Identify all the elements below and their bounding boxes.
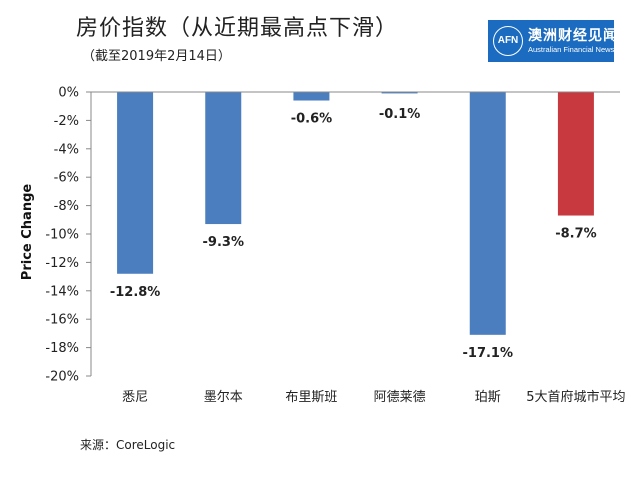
- bars: [117, 92, 594, 335]
- logo-name-cn: 澳洲财经见闻: [528, 28, 618, 44]
- y-tick-label: -10%: [45, 228, 79, 243]
- afn-logo: AFN 澳洲财经见闻 Australian Financial News: [488, 20, 617, 62]
- y-tick-label: -6%: [54, 171, 79, 186]
- x-category-label: 阿德莱德: [374, 390, 426, 405]
- bar: [205, 92, 242, 225]
- data-label: -0.1%: [379, 107, 420, 122]
- y-tick-label: -8%: [54, 199, 79, 214]
- logo-name-en: Australian Financial News: [528, 45, 615, 54]
- bar: [293, 92, 330, 101]
- x-category-label: 布里斯班: [285, 390, 337, 405]
- bar: [381, 92, 418, 94]
- y-tick-label: -16%: [45, 313, 79, 328]
- afn-logo-icon: AFN: [493, 26, 523, 56]
- data-labels: -12.8% -9.3% -0.6% -0.1% -17.1% -8.7%: [110, 107, 597, 361]
- x-category-label: 珀斯: [475, 390, 501, 405]
- y-axis-label: Price Change: [20, 184, 35, 281]
- x-category-label: 5大首府城市平均: [526, 389, 625, 405]
- data-label: -0.6%: [291, 112, 332, 127]
- y-tick-label: -18%: [45, 341, 79, 356]
- y-tick-label: -14%: [45, 284, 79, 299]
- bar: [557, 92, 594, 216]
- chart-title: 房价指数（从近期最高点下滑）: [76, 16, 399, 41]
- x-category-label: 墨尔本: [204, 390, 243, 405]
- source-note: 来源：CoreLogic: [80, 438, 176, 452]
- y-tick-label: -4%: [54, 142, 79, 157]
- bar: [469, 92, 506, 335]
- chart-subtitle: （截至2019年2月14日）: [82, 49, 231, 64]
- y-tick-label: -12%: [45, 256, 79, 271]
- y-tick-label: -20%: [45, 370, 79, 385]
- y-axis-ticks: 0% -2% -4% -6% -8% -10% -12% -14% -16% -18% -20%: [45, 86, 91, 385]
- category-labels: 悉尼 墨尔本 布里斯班 阿德莱德 珀斯 5大首府城市平均: [122, 389, 625, 405]
- data-label: -12.8%: [110, 285, 161, 300]
- data-label: -8.7%: [555, 227, 596, 242]
- y-tick-label: -2%: [54, 114, 79, 129]
- data-label: -17.1%: [463, 346, 514, 361]
- bar: [117, 92, 154, 274]
- data-label: -9.3%: [203, 235, 244, 250]
- x-category-label: 悉尼: [122, 390, 148, 405]
- y-tick-label: 0%: [58, 86, 79, 101]
